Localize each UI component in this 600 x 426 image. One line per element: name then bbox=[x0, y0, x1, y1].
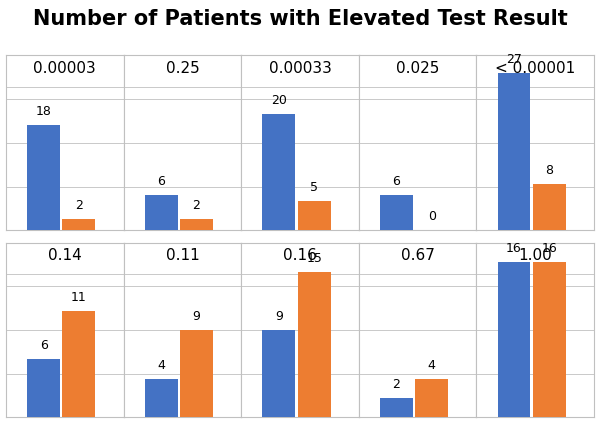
Text: 2: 2 bbox=[75, 199, 83, 212]
Text: 6: 6 bbox=[157, 176, 165, 188]
Bar bbox=[145, 379, 178, 417]
Text: 0.16: 0.16 bbox=[283, 248, 317, 263]
Text: 9: 9 bbox=[275, 310, 283, 323]
Bar bbox=[62, 311, 95, 417]
Bar bbox=[62, 219, 95, 230]
Text: 0.00003: 0.00003 bbox=[34, 60, 96, 76]
Text: 16: 16 bbox=[506, 242, 522, 255]
Bar bbox=[380, 398, 413, 417]
Bar bbox=[27, 125, 60, 230]
Text: 1.00: 1.00 bbox=[518, 248, 552, 263]
Text: 16: 16 bbox=[541, 242, 557, 255]
Text: 0.67: 0.67 bbox=[401, 248, 434, 263]
Text: 4: 4 bbox=[157, 359, 165, 371]
Text: 11: 11 bbox=[71, 291, 87, 304]
Text: < 0.00001: < 0.00001 bbox=[495, 60, 575, 76]
Bar bbox=[262, 330, 295, 417]
Bar bbox=[180, 330, 213, 417]
Bar bbox=[533, 262, 566, 417]
Text: 8: 8 bbox=[545, 164, 553, 177]
Text: 18: 18 bbox=[35, 105, 52, 118]
Text: 6: 6 bbox=[392, 176, 400, 188]
Text: 0.25: 0.25 bbox=[166, 60, 199, 76]
Text: 2: 2 bbox=[193, 199, 200, 212]
Bar bbox=[262, 114, 295, 230]
Text: 0.00033: 0.00033 bbox=[269, 60, 331, 76]
Text: 9: 9 bbox=[193, 310, 200, 323]
Text: 0.11: 0.11 bbox=[166, 248, 199, 263]
Text: 20: 20 bbox=[271, 94, 287, 106]
Text: 6: 6 bbox=[40, 339, 47, 352]
Bar bbox=[533, 184, 566, 230]
Text: 0: 0 bbox=[428, 210, 436, 223]
Bar bbox=[298, 272, 331, 417]
Text: 0.025: 0.025 bbox=[396, 60, 439, 76]
Bar bbox=[180, 219, 213, 230]
Bar bbox=[497, 73, 530, 230]
Text: 15: 15 bbox=[306, 252, 322, 265]
Bar bbox=[145, 196, 178, 230]
Text: 2: 2 bbox=[392, 378, 400, 391]
Bar bbox=[298, 201, 331, 230]
Text: 4: 4 bbox=[428, 359, 436, 371]
Text: 5: 5 bbox=[310, 181, 318, 194]
Text: Number of Patients with Elevated Test Result: Number of Patients with Elevated Test Re… bbox=[32, 9, 568, 29]
Bar bbox=[415, 379, 448, 417]
Bar bbox=[27, 359, 60, 417]
Text: 27: 27 bbox=[506, 53, 522, 66]
Text: 0.14: 0.14 bbox=[48, 248, 82, 263]
Bar bbox=[497, 262, 530, 417]
Bar bbox=[380, 196, 413, 230]
